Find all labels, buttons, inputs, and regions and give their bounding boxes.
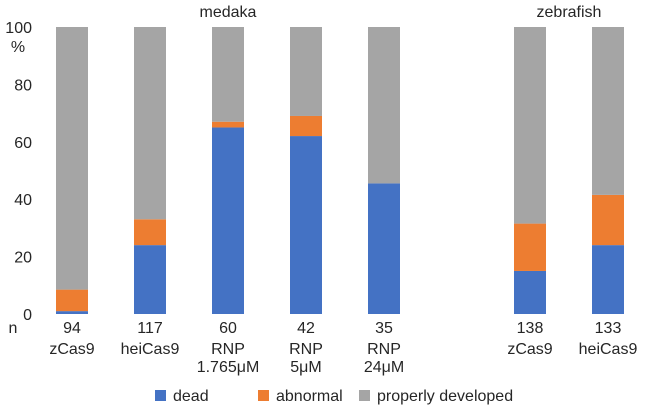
category-label: heiCas9 bbox=[121, 341, 180, 358]
category-label: heiCas9 bbox=[579, 341, 638, 358]
legend-label: properly developed bbox=[377, 388, 513, 405]
bar-segment-dead bbox=[212, 127, 244, 314]
bars bbox=[56, 27, 624, 314]
category-label: 1.765μM bbox=[197, 359, 260, 376]
y-tick-label: 20 bbox=[14, 250, 32, 267]
legend-label: dead bbox=[173, 388, 209, 405]
n-count-label: 94 bbox=[63, 320, 81, 337]
n-prefix-label: n bbox=[9, 320, 18, 337]
x-axis-labels: n 94zCas9117heiCas960RNP1.765μM42RNP5μM35… bbox=[9, 320, 638, 376]
y-axis: 0 20 40 60 80 100% bbox=[5, 20, 32, 324]
y-tick-label: 40 bbox=[14, 192, 32, 209]
category-label: RNP bbox=[211, 341, 245, 358]
n-count-label: 138 bbox=[517, 320, 544, 337]
y-tick-label: 0 bbox=[23, 307, 32, 324]
y-tick-label: 60 bbox=[14, 135, 32, 152]
bar-segment-abnormal bbox=[56, 289, 88, 312]
bar-segment-abnormal bbox=[134, 219, 166, 246]
n-count-label: 133 bbox=[595, 320, 622, 337]
bar-segment-dead bbox=[368, 183, 400, 314]
bar-segment-abnormal bbox=[592, 194, 624, 246]
category-label: RNP bbox=[289, 341, 323, 358]
bar-segment-abnormal bbox=[514, 223, 546, 271]
bar-segment-dead bbox=[290, 136, 322, 314]
y-tick-label: 80 bbox=[14, 77, 32, 94]
bar-segment-properly-developed bbox=[514, 27, 546, 224]
category-label: 5μM bbox=[290, 359, 321, 376]
n-count-label: 60 bbox=[219, 320, 237, 337]
category-label: zCas9 bbox=[507, 341, 552, 358]
n-count-label: 117 bbox=[137, 320, 163, 337]
category-label: 24μM bbox=[364, 359, 404, 376]
bar-segment-dead bbox=[56, 311, 88, 314]
bar-segment-abnormal bbox=[290, 115, 322, 137]
bar-segment-properly-developed bbox=[212, 27, 244, 122]
legend: dead abnormal properly developed bbox=[155, 388, 513, 405]
y-axis-unit: % bbox=[11, 39, 25, 56]
bar-segment-properly-developed bbox=[592, 27, 624, 195]
bar-segment-dead bbox=[592, 245, 624, 314]
bar-segment-abnormal bbox=[212, 121, 244, 128]
category-label: RNP bbox=[367, 341, 401, 358]
y-tick-label: 100 bbox=[5, 20, 32, 37]
n-count-label: 35 bbox=[375, 320, 393, 337]
legend-swatch bbox=[155, 390, 166, 401]
bar-segment-properly-developed bbox=[56, 27, 88, 290]
n-count-label: 42 bbox=[297, 320, 315, 337]
group-label: medaka bbox=[200, 4, 257, 21]
bar-segment-properly-developed bbox=[134, 27, 166, 220]
legend-swatch bbox=[258, 390, 269, 401]
bar-segment-properly-developed bbox=[368, 27, 400, 184]
legend-label: abnormal bbox=[276, 388, 343, 405]
legend-swatch bbox=[359, 390, 370, 401]
bar-segment-properly-developed bbox=[290, 27, 322, 116]
group-labels: medaka zebrafish bbox=[200, 4, 602, 21]
category-label: zCas9 bbox=[49, 341, 94, 358]
bar-segment-dead bbox=[514, 270, 546, 314]
bar-segment-dead bbox=[134, 245, 166, 314]
group-label: zebrafish bbox=[537, 4, 602, 21]
